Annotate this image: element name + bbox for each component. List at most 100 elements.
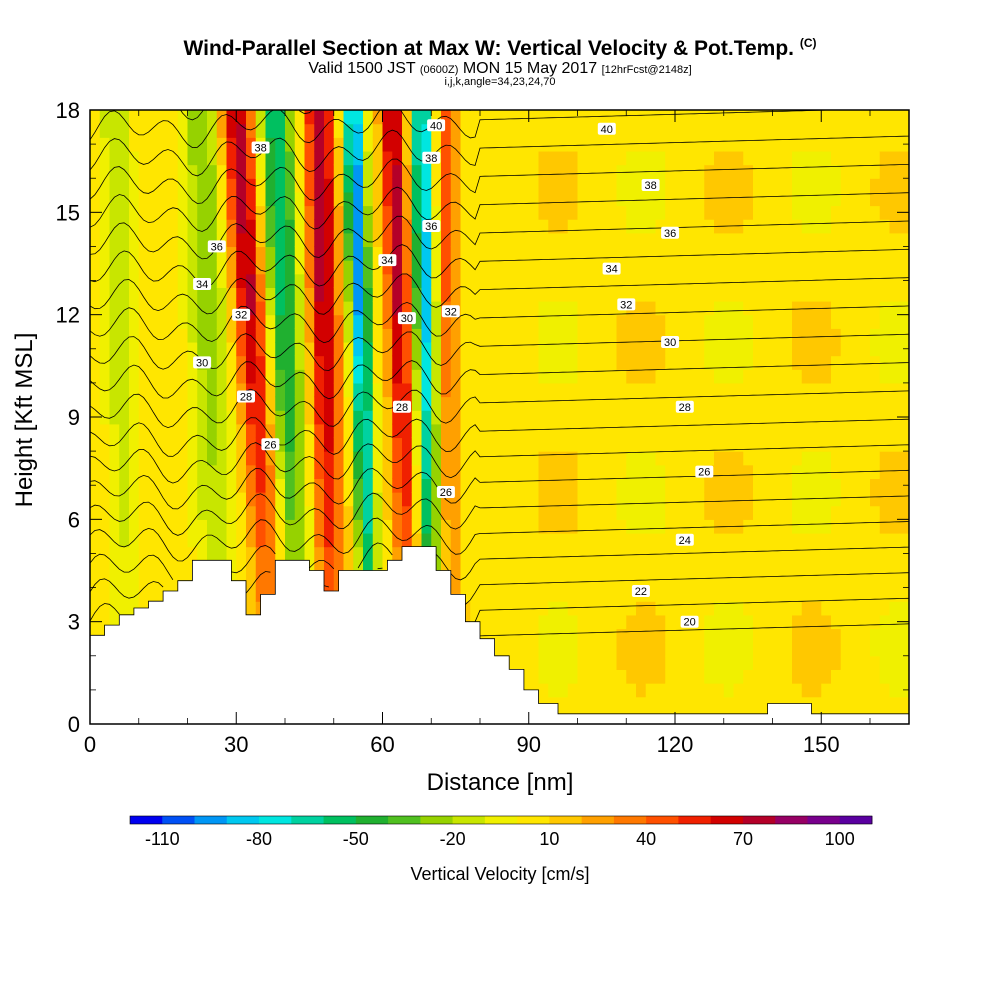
theta-contour-line [298, 110, 314, 115]
velocity-cell [509, 478, 520, 493]
velocity-cell [499, 260, 510, 275]
velocity-cell [528, 573, 540, 589]
velocity-cell [675, 492, 686, 507]
velocity-cell [294, 492, 306, 507]
velocity-cell [567, 683, 579, 698]
velocity-cell [246, 492, 257, 507]
velocity-cell [343, 478, 354, 493]
velocity-cell [577, 519, 588, 534]
velocity-cell [275, 232, 286, 248]
velocity-cell [782, 232, 793, 248]
velocity-cell [597, 341, 608, 357]
velocity-cell [431, 451, 442, 466]
velocity-cell [226, 505, 237, 520]
velocity-cell [821, 246, 832, 261]
velocity-cell [733, 232, 744, 248]
velocity-cell [382, 532, 393, 548]
velocity-cell [831, 519, 842, 534]
velocity-cell [148, 396, 159, 411]
velocity-cell [860, 150, 871, 166]
velocity-cell [879, 464, 891, 479]
velocity-cell [675, 260, 686, 275]
velocity-cell [168, 164, 179, 179]
velocity-cell [792, 683, 803, 698]
velocity-cell [148, 560, 159, 575]
velocity-cell [109, 301, 120, 316]
velocity-cell [119, 355, 130, 370]
velocity-cell [870, 219, 881, 234]
velocity-cell [743, 314, 754, 329]
velocity-cell [616, 164, 627, 179]
velocity-cell [489, 410, 501, 425]
velocity-cell [801, 505, 813, 520]
velocity-cell [587, 628, 598, 643]
velocity-cell [889, 423, 900, 439]
velocity-cell [294, 287, 306, 302]
velocity-cell [782, 451, 793, 466]
velocity-cell [782, 396, 793, 411]
velocity-cell [158, 423, 169, 439]
velocity-cell [733, 587, 744, 602]
velocity-cell [665, 628, 676, 643]
velocity-cell [499, 382, 510, 398]
velocity-cell [850, 191, 861, 207]
velocity-cell [636, 355, 647, 370]
velocity-cell [860, 110, 871, 125]
velocity-cell [801, 150, 813, 166]
velocity-cell [772, 287, 783, 302]
velocity-cell [158, 178, 169, 193]
velocity-cell [801, 328, 813, 343]
velocity-cell [246, 287, 257, 302]
velocity-cell [382, 232, 393, 248]
y-tick-label: 18 [56, 98, 80, 123]
velocity-cell [558, 478, 569, 493]
velocity-cell [450, 328, 462, 343]
velocity-cell [90, 437, 101, 452]
velocity-cell [441, 546, 452, 561]
velocity-cell [665, 587, 676, 602]
velocity-cell [499, 587, 510, 602]
velocity-cell [519, 328, 530, 343]
velocity-cell [714, 137, 725, 152]
velocity-cell [528, 110, 540, 125]
velocity-cell [343, 560, 354, 575]
velocity-cell [694, 546, 705, 561]
velocity-cell [606, 628, 618, 643]
velocity-cell [460, 464, 471, 479]
velocity-cell [207, 191, 218, 207]
velocity-cell [246, 137, 257, 152]
velocity-cell [616, 178, 627, 193]
velocity-cell [831, 123, 842, 138]
velocity-cell [129, 301, 140, 316]
velocity-cell [528, 587, 540, 602]
velocity-cell [587, 137, 598, 152]
velocity-cell [655, 137, 666, 152]
velocity-cell [207, 287, 218, 302]
velocity-cell [684, 205, 696, 220]
theta-label-text: 28 [240, 392, 252, 404]
velocity-cell [675, 150, 686, 166]
velocity-cell [675, 273, 686, 288]
velocity-cell [675, 301, 686, 316]
velocity-cell [392, 287, 403, 302]
velocity-cell [304, 205, 315, 220]
velocity-cell [99, 532, 111, 548]
velocity-cell [99, 505, 111, 520]
velocity-cell [714, 369, 725, 384]
velocity-cell [392, 314, 403, 329]
velocity-cell [597, 314, 608, 329]
velocity-cell [860, 451, 871, 466]
velocity-cell [889, 437, 900, 452]
velocity-cell [743, 341, 754, 357]
velocity-cell [753, 164, 764, 179]
velocity-cell [353, 410, 364, 425]
velocity-cell [792, 314, 803, 329]
velocity-cell [597, 260, 608, 275]
velocity-cell [129, 519, 140, 534]
velocity-cell [694, 614, 705, 630]
x-tick-label: 60 [370, 732, 394, 757]
velocity-cell [294, 260, 306, 275]
velocity-cell [402, 219, 413, 234]
velocity-cell [294, 328, 306, 343]
